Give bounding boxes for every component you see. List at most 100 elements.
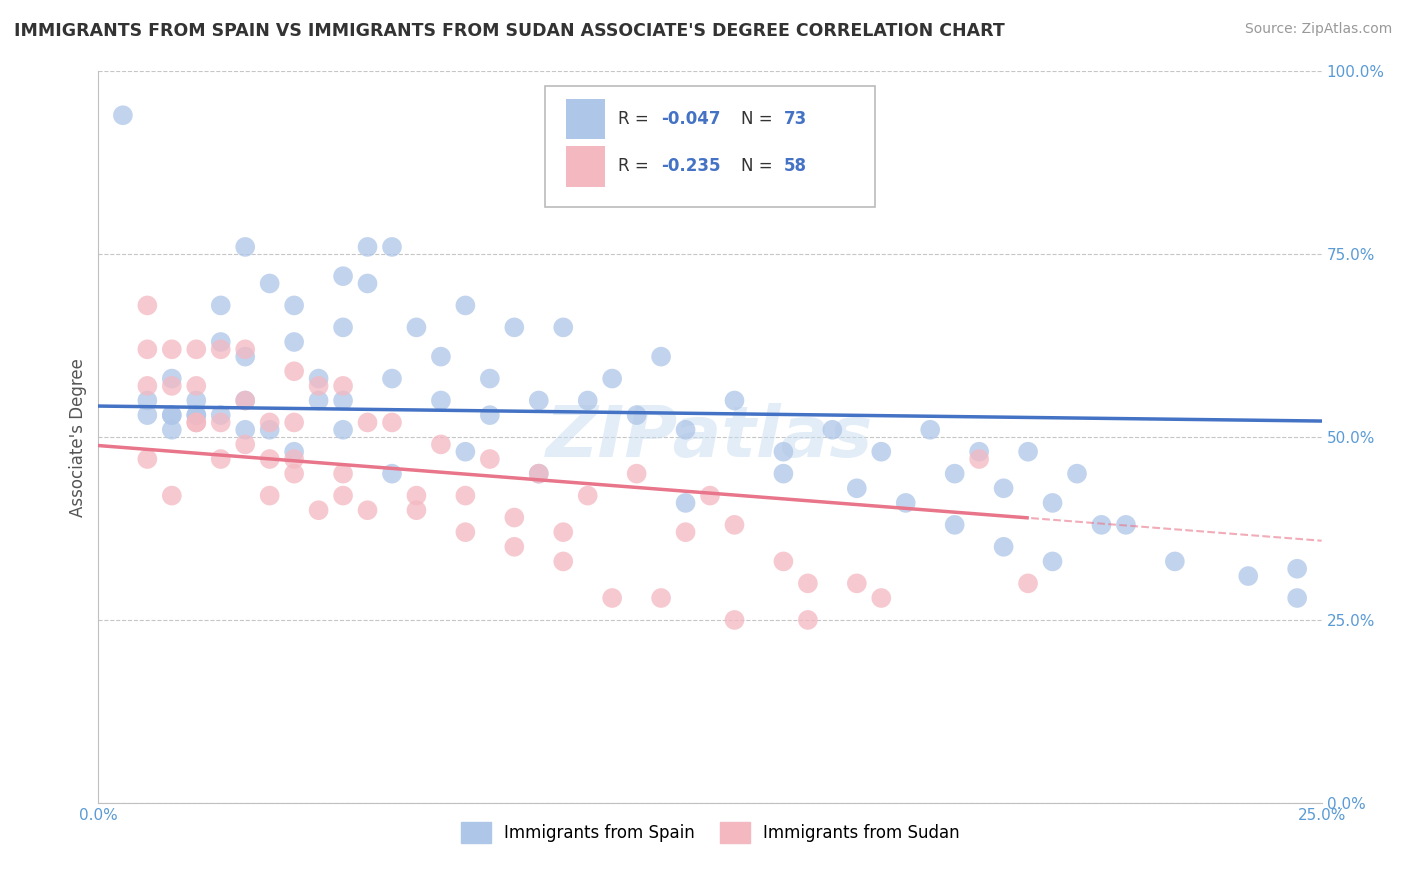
Point bbox=[186, 408, 208, 422]
Point bbox=[553, 525, 575, 540]
Point bbox=[332, 423, 354, 437]
Point bbox=[160, 408, 183, 422]
Point bbox=[527, 393, 550, 408]
Point bbox=[870, 444, 893, 458]
Point bbox=[405, 503, 427, 517]
Point bbox=[430, 350, 453, 364]
Point bbox=[478, 452, 501, 467]
Point bbox=[259, 452, 281, 467]
Point bbox=[381, 240, 404, 254]
Point bbox=[650, 591, 672, 605]
Point bbox=[478, 371, 501, 385]
Point bbox=[699, 489, 721, 503]
Point bbox=[1042, 554, 1064, 568]
Point bbox=[308, 371, 330, 385]
Point bbox=[626, 467, 648, 481]
Point bbox=[870, 591, 893, 605]
Point bbox=[283, 298, 305, 312]
Point bbox=[675, 496, 697, 510]
Point bbox=[160, 408, 183, 422]
Point bbox=[209, 408, 232, 422]
Point bbox=[136, 393, 159, 408]
Point bbox=[797, 613, 820, 627]
Point bbox=[772, 444, 794, 458]
Point bbox=[650, 350, 672, 364]
Point bbox=[527, 467, 550, 481]
Text: N =: N = bbox=[741, 158, 778, 176]
Point bbox=[209, 452, 232, 467]
Point bbox=[209, 343, 232, 357]
Point bbox=[308, 379, 330, 393]
Point bbox=[405, 489, 427, 503]
Point bbox=[332, 489, 354, 503]
Y-axis label: Associate's Degree: Associate's Degree bbox=[69, 358, 87, 516]
Point bbox=[527, 467, 550, 481]
Point bbox=[797, 576, 820, 591]
Text: N =: N = bbox=[741, 110, 778, 128]
Point bbox=[381, 467, 404, 481]
Point bbox=[186, 408, 208, 422]
Text: ZIPatlas: ZIPatlas bbox=[547, 402, 873, 472]
Point bbox=[430, 393, 453, 408]
Legend: Immigrants from Spain, Immigrants from Sudan: Immigrants from Spain, Immigrants from S… bbox=[454, 815, 966, 849]
Point bbox=[356, 277, 378, 291]
Point bbox=[186, 416, 208, 430]
Text: Source: ZipAtlas.com: Source: ZipAtlas.com bbox=[1244, 22, 1392, 37]
Point bbox=[233, 240, 256, 254]
Point bbox=[967, 452, 990, 467]
Point bbox=[993, 540, 1015, 554]
Point bbox=[283, 444, 305, 458]
Point bbox=[1164, 554, 1187, 568]
Point bbox=[1042, 496, 1064, 510]
Point bbox=[821, 423, 844, 437]
Point bbox=[1237, 569, 1260, 583]
Point bbox=[993, 481, 1015, 495]
Point bbox=[600, 591, 623, 605]
Point bbox=[136, 452, 159, 467]
Point bbox=[553, 320, 575, 334]
Point bbox=[308, 393, 330, 408]
Point bbox=[283, 416, 305, 430]
Point bbox=[186, 416, 208, 430]
Point bbox=[308, 503, 330, 517]
Point bbox=[943, 467, 966, 481]
Point bbox=[160, 423, 183, 437]
Point bbox=[160, 489, 183, 503]
Point bbox=[626, 408, 648, 422]
Point bbox=[943, 517, 966, 532]
Point bbox=[259, 277, 281, 291]
Point bbox=[503, 320, 526, 334]
Point bbox=[478, 408, 501, 422]
Point bbox=[576, 489, 599, 503]
Point bbox=[454, 444, 477, 458]
Point bbox=[894, 496, 917, 510]
Point bbox=[723, 517, 745, 532]
Point bbox=[136, 408, 159, 422]
Point bbox=[356, 503, 378, 517]
Point bbox=[675, 423, 697, 437]
Point bbox=[723, 393, 745, 408]
Point bbox=[675, 525, 697, 540]
Point bbox=[356, 240, 378, 254]
Point bbox=[356, 416, 378, 430]
Point bbox=[259, 423, 281, 437]
Point bbox=[186, 343, 208, 357]
Point bbox=[160, 371, 183, 385]
Text: R =: R = bbox=[619, 110, 654, 128]
Text: 58: 58 bbox=[783, 158, 807, 176]
Point bbox=[1017, 444, 1039, 458]
Point bbox=[233, 393, 256, 408]
Point bbox=[1286, 591, 1309, 605]
Text: IMMIGRANTS FROM SPAIN VS IMMIGRANTS FROM SUDAN ASSOCIATE'S DEGREE CORRELATION CH: IMMIGRANTS FROM SPAIN VS IMMIGRANTS FROM… bbox=[14, 22, 1005, 40]
Point bbox=[209, 334, 232, 349]
Point bbox=[454, 489, 477, 503]
Point bbox=[454, 525, 477, 540]
Point bbox=[381, 416, 404, 430]
Point bbox=[160, 379, 183, 393]
Point bbox=[332, 320, 354, 334]
Point bbox=[503, 540, 526, 554]
Point bbox=[430, 437, 453, 451]
Point bbox=[332, 393, 354, 408]
Point bbox=[186, 393, 208, 408]
FancyBboxPatch shape bbox=[565, 99, 605, 139]
